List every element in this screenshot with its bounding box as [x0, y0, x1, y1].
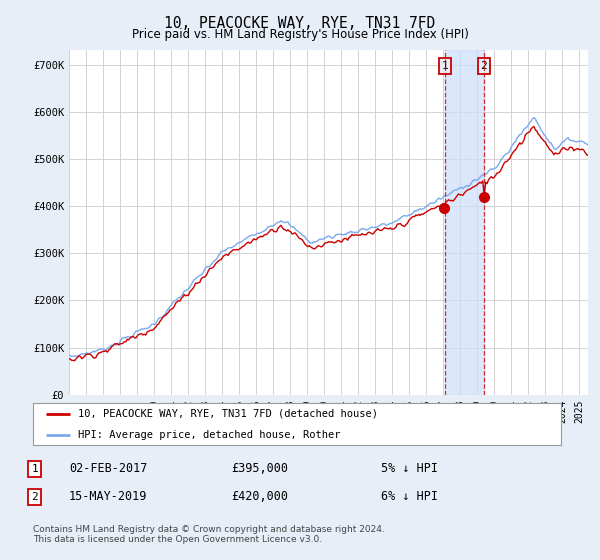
Text: 1: 1 [442, 61, 448, 71]
Text: Price paid vs. HM Land Registry's House Price Index (HPI): Price paid vs. HM Land Registry's House … [131, 28, 469, 41]
Text: Contains HM Land Registry data © Crown copyright and database right 2024.
This d: Contains HM Land Registry data © Crown c… [33, 525, 385, 544]
Text: HPI: Average price, detached house, Rother: HPI: Average price, detached house, Roth… [78, 430, 340, 440]
Text: 6% ↓ HPI: 6% ↓ HPI [381, 490, 438, 503]
Bar [445, 50, 484, 395]
Text: 1: 1 [31, 464, 38, 474]
Text: £420,000: £420,000 [231, 490, 288, 503]
Text: 10, PEACOCKE WAY, RYE, TN31 7FD (detached house): 10, PEACOCKE WAY, RYE, TN31 7FD (detache… [78, 409, 378, 419]
Text: 2: 2 [481, 61, 487, 71]
Text: £395,000: £395,000 [231, 462, 288, 475]
Text: 5% ↓ HPI: 5% ↓ HPI [381, 462, 438, 475]
Text: 15-MAY-2019: 15-MAY-2019 [69, 490, 148, 503]
Text: 10, PEACOCKE WAY, RYE, TN31 7FD: 10, PEACOCKE WAY, RYE, TN31 7FD [164, 16, 436, 31]
Text: 2: 2 [31, 492, 38, 502]
Text: 02-FEB-2017: 02-FEB-2017 [69, 462, 148, 475]
